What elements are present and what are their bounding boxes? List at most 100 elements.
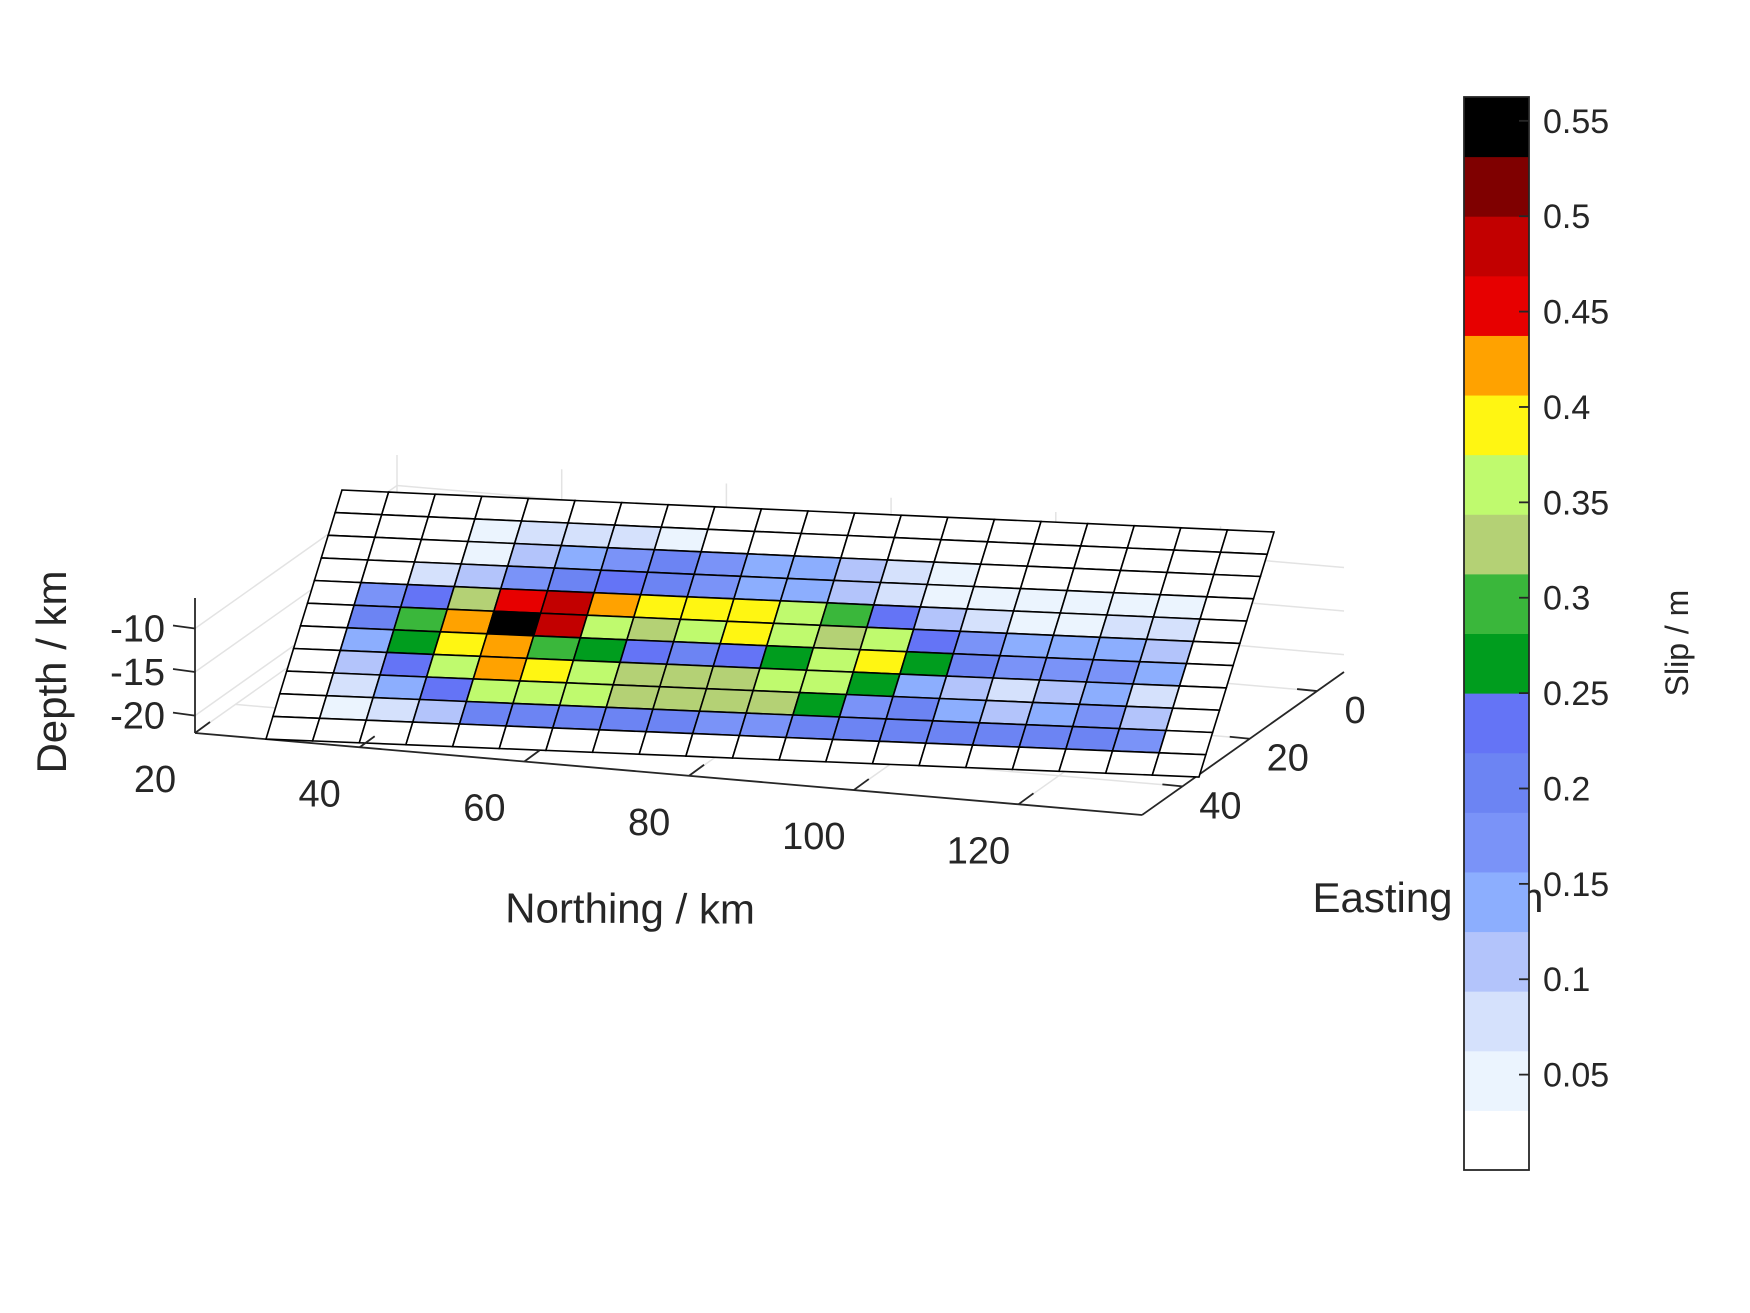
slip-cell (1138, 638, 1195, 665)
colorbar-tick-label: 0.1 (1543, 961, 1590, 999)
slip-cell (945, 652, 1002, 679)
slip-cell (831, 716, 888, 743)
slip-cell (826, 579, 882, 606)
depth-tick-label: -20 (110, 696, 165, 738)
slip-cell (1011, 746, 1067, 773)
easting-tick (1229, 735, 1250, 740)
slip-cell (639, 571, 696, 598)
slip-cell (686, 573, 742, 600)
slip-cell (651, 685, 708, 713)
slip-cell (998, 632, 1055, 659)
slip-cell (1158, 729, 1214, 756)
slip-cell (278, 670, 335, 697)
slip-cell (1071, 703, 1128, 730)
slip-cell (838, 693, 895, 720)
slip-cell (752, 667, 808, 694)
slip-cell (645, 708, 701, 735)
slip-cell (313, 557, 369, 584)
slip-cell (1059, 589, 1115, 616)
slip-cell (765, 622, 822, 649)
slip-cell (658, 663, 715, 690)
slip-cell (698, 687, 755, 714)
colorbar-label: Slip / m (1659, 590, 1695, 697)
slip-cell (1119, 547, 1176, 574)
slip-cell (306, 579, 363, 607)
slip-cell (486, 610, 542, 637)
slip-cell (1126, 524, 1182, 551)
colorbar-tick-label: 0.2 (1543, 770, 1590, 808)
easting-axis-line (1141, 671, 1345, 816)
northing-tick (1017, 792, 1035, 806)
slip-cell (852, 648, 908, 675)
slip-cell (406, 561, 463, 588)
slip-cell (732, 575, 789, 602)
slip-cell (285, 647, 342, 674)
slip-cell (1131, 660, 1188, 687)
slip-cell (1026, 543, 1082, 570)
slip-cell (1112, 569, 1169, 596)
slip-cell (427, 493, 483, 520)
slip-cell (605, 683, 661, 711)
slip-cell (978, 699, 1034, 726)
slip-cell (793, 532, 849, 559)
easting-tick-label: 0 (1344, 690, 1365, 732)
slip-cell (1098, 614, 1155, 641)
slip-cell (606, 524, 663, 551)
slip-cell (539, 589, 596, 617)
slip-cell (924, 719, 981, 746)
slip-cell (432, 630, 489, 658)
slip-cell (453, 563, 509, 590)
slip-cell (499, 565, 556, 592)
slip-cell (1038, 656, 1095, 683)
slip-cell (798, 669, 855, 696)
easting-tick-label: 40 (1199, 785, 1241, 827)
colorbar: 0.05 0.1 0.15 0.2 0.25 0.3 0.35 0.4 0.45 0.5 0.55 (1463, 96, 1609, 1171)
slip-cell (859, 626, 915, 653)
colorbar-segment (1464, 633, 1529, 694)
slip-cell (1152, 593, 1208, 620)
slip-cell (492, 587, 549, 615)
slip-cell (346, 604, 402, 631)
slip-cell (684, 732, 741, 759)
slip-cell (800, 510, 856, 537)
slip-cell (579, 614, 635, 641)
slip-cell (392, 606, 449, 633)
slip-cell (1064, 725, 1121, 752)
slip-cell (292, 624, 349, 652)
colorbar-segment (1464, 812, 1529, 873)
colorbar-tick-label: 0.25 (1543, 675, 1609, 713)
slip-cell (879, 559, 936, 586)
colorbar-segment (1464, 395, 1529, 456)
slip-cell (926, 561, 982, 588)
slip-cell (425, 653, 482, 680)
slip-cell (572, 636, 628, 664)
slip-cell (1045, 634, 1102, 661)
northing-tick-label: 40 (299, 773, 341, 815)
easting-tick (1296, 688, 1318, 692)
slip-cell (1018, 723, 1074, 750)
slip-cell (458, 700, 515, 727)
slip-cell (812, 624, 868, 651)
slip-cell (413, 538, 470, 565)
slip-cell (1092, 636, 1148, 663)
slip-cell (1171, 685, 1228, 712)
depth-tick (172, 711, 196, 717)
slip-cell (1111, 727, 1168, 754)
slip-cell (1145, 616, 1202, 643)
slip-cell (846, 512, 903, 539)
depth-tick (172, 624, 196, 630)
slip-cell (532, 612, 589, 639)
slip-cell (311, 717, 368, 744)
colorbar-segment (1464, 514, 1529, 575)
slip-cell (985, 677, 1041, 704)
slip-cell (1031, 679, 1088, 706)
slip-cell (691, 710, 748, 737)
slip-cell (791, 691, 848, 718)
slip-cell (318, 694, 375, 722)
slip-cell (325, 672, 382, 699)
northing-ticks: 20 40 60 80 100 120 (134, 721, 1035, 872)
slip-cell (753, 508, 810, 535)
depth-tick-label: -10 (110, 608, 165, 650)
northing-tick (523, 749, 540, 763)
